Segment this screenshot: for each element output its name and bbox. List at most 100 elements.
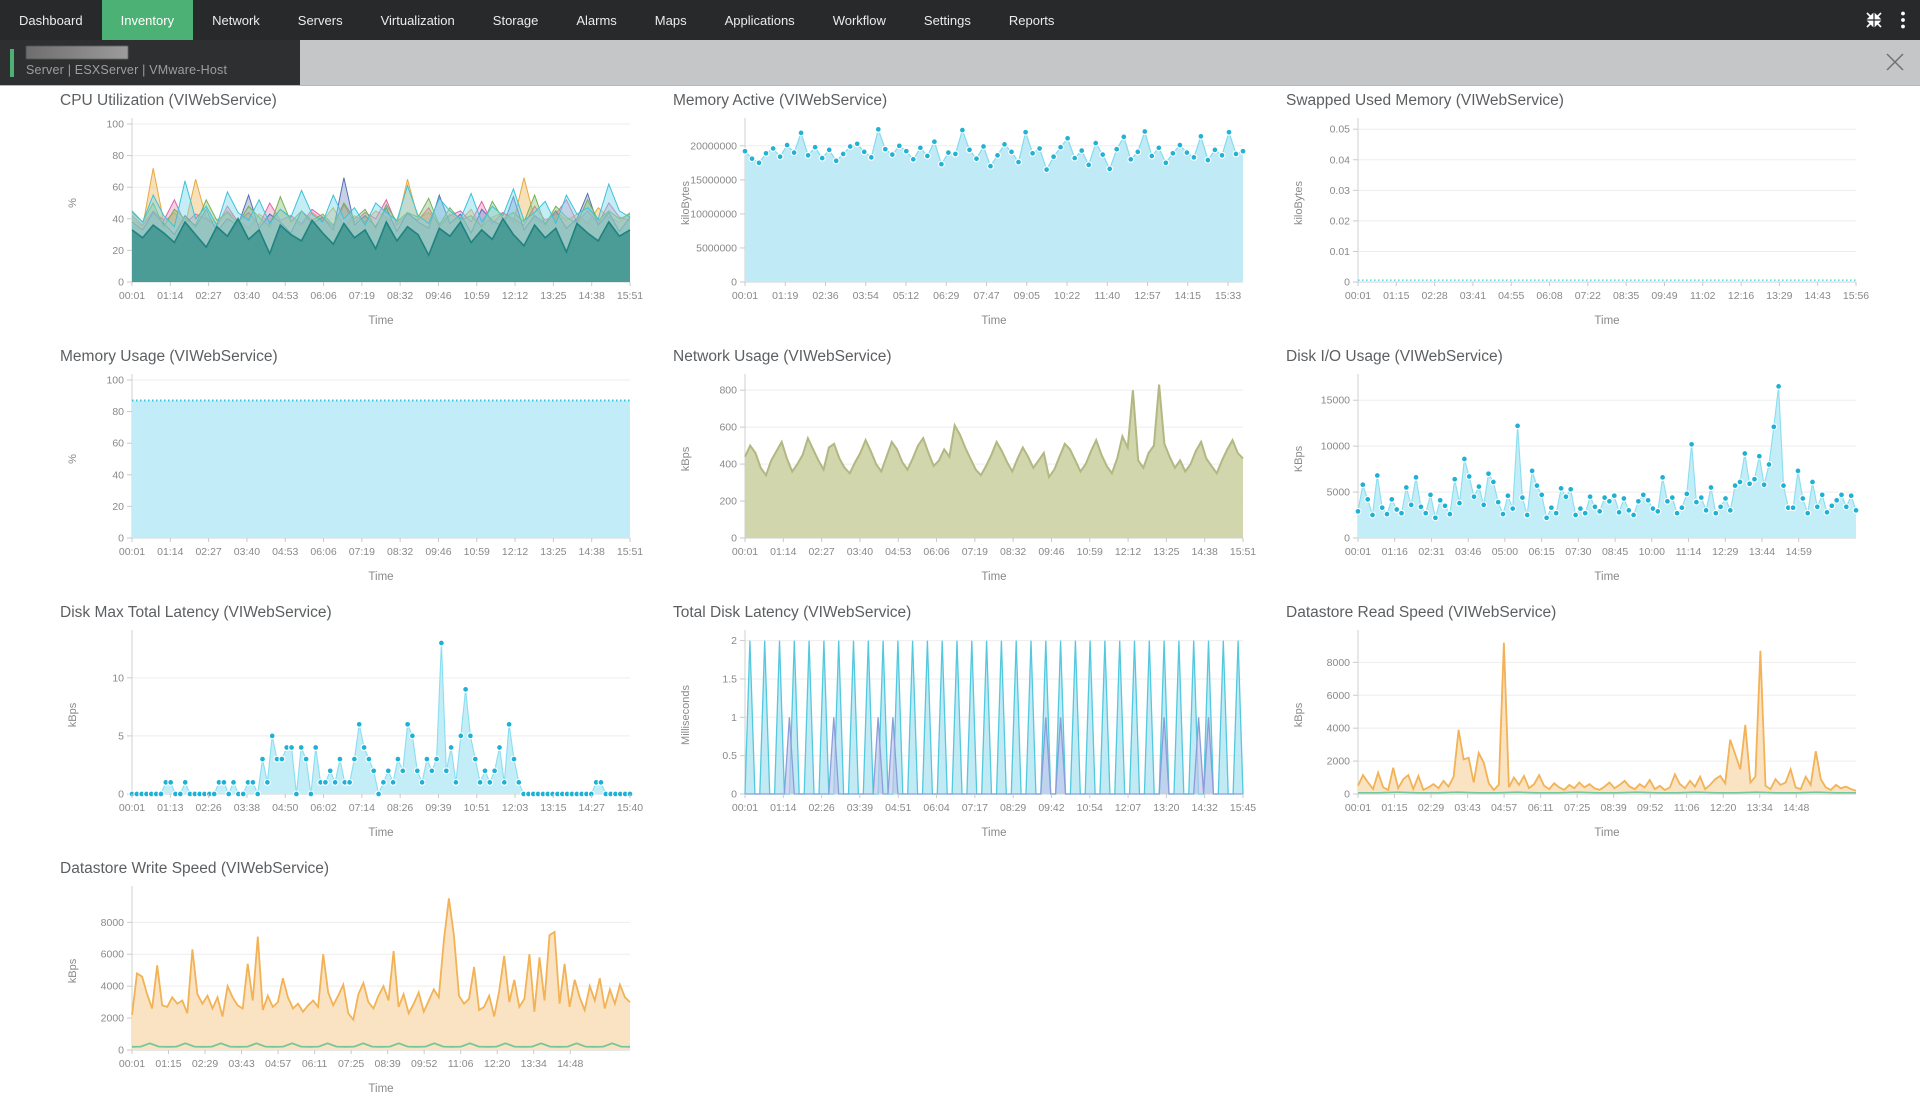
nav-tab-applications[interactable]: Applications xyxy=(724,12,795,28)
svg-text:12:29: 12:29 xyxy=(1712,546,1738,558)
svg-text:02:27: 02:27 xyxy=(195,290,221,302)
svg-text:05:00: 05:00 xyxy=(1492,546,1518,558)
chart-title: Memory Active (VIWebService) xyxy=(673,92,888,109)
svg-text:0: 0 xyxy=(118,1045,124,1057)
svg-text:10000000: 10000000 xyxy=(690,208,737,220)
svg-text:15:40: 15:40 xyxy=(617,802,643,814)
svg-text:04:53: 04:53 xyxy=(272,546,298,558)
chart-canvas-network-usage-viwebservice[interactable]: 0 200 400 600 800 00:01 01:14 02:27 03:40 04:53 06… xyxy=(673,368,1263,600)
chart-canvas-disk-i-o-usage-viwebservice[interactable]: 0 5000 10000 15000 00:01 01:16 02:31 03:46 05:00… xyxy=(1286,368,1876,600)
chart-canvas-datastore-write-speed-viwebservice[interactable]: 0 2000 4000 6000 8000 00:01 01:15 02:29 03:43 04:… xyxy=(60,880,650,1112)
svg-text:kBps: kBps xyxy=(67,958,79,983)
svg-text:14:48: 14:48 xyxy=(557,1058,583,1070)
svg-text:06:06: 06:06 xyxy=(923,546,949,558)
svg-text:0: 0 xyxy=(1344,533,1350,545)
svg-text:10: 10 xyxy=(112,672,124,684)
nav-tab-network[interactable]: Network xyxy=(212,12,260,28)
svg-text:07:25: 07:25 xyxy=(1564,802,1590,814)
kebab-menu-icon[interactable] xyxy=(1900,10,1906,30)
svg-text:14:38: 14:38 xyxy=(579,546,605,558)
device-name-redacted xyxy=(26,46,128,59)
svg-text:0: 0 xyxy=(118,533,124,545)
svg-text:08:32: 08:32 xyxy=(387,546,413,558)
svg-text:06:08: 06:08 xyxy=(1536,290,1562,302)
svg-text:Time: Time xyxy=(981,571,1006,583)
svg-text:0: 0 xyxy=(731,789,737,801)
svg-text:%: % xyxy=(67,198,79,208)
chart-canvas-disk-max-total-latency-viwebservice[interactable]: 0 5 10 00:01 01:13 02:26 03:38 04:50 06:02 07:14 0… xyxy=(60,624,650,856)
svg-text:07:19: 07:19 xyxy=(349,546,375,558)
svg-text:06:04: 06:04 xyxy=(923,802,949,814)
svg-text:07:19: 07:19 xyxy=(962,546,988,558)
x-close-icon[interactable] xyxy=(1883,50,1907,74)
svg-text:8000: 8000 xyxy=(101,917,125,929)
svg-text:2000: 2000 xyxy=(1327,756,1351,768)
svg-text:14:27: 14:27 xyxy=(579,802,605,814)
svg-text:20000000: 20000000 xyxy=(690,140,737,152)
chart-canvas-datastore-read-speed-viwebservice[interactable]: 0 2000 4000 6000 8000 00:01 01:15 02:29 03:43 04:… xyxy=(1286,624,1876,856)
nav-tab-servers[interactable]: Servers xyxy=(297,12,343,28)
chart-canvas-memory-usage-viwebservice[interactable]: 0 20 40 60 80 100 00:01 01:14 02:27 03:40 04:53 06:… xyxy=(60,368,650,600)
nav-tab-alarms[interactable]: Alarms xyxy=(576,12,617,28)
nav-tab-reports[interactable]: Reports xyxy=(1008,12,1055,28)
svg-text:04:55: 04:55 xyxy=(1498,290,1524,302)
svg-text:06:02: 06:02 xyxy=(310,802,336,814)
svg-text:13:25: 13:25 xyxy=(540,290,566,302)
svg-text:06:29: 06:29 xyxy=(933,290,959,302)
svg-text:02:26: 02:26 xyxy=(808,802,834,814)
svg-text:02:26: 02:26 xyxy=(195,802,221,814)
svg-text:11:06: 11:06 xyxy=(1674,802,1700,814)
compress-arrows-icon[interactable] xyxy=(1864,10,1884,30)
nav-tab-dashboard[interactable]: Dashboard xyxy=(19,12,83,28)
svg-text:04:57: 04:57 xyxy=(1491,802,1517,814)
svg-text:11:02: 11:02 xyxy=(1690,290,1716,302)
svg-text:09:05: 09:05 xyxy=(1014,290,1040,302)
svg-text:04:50: 04:50 xyxy=(272,802,298,814)
svg-text:10:00: 10:00 xyxy=(1639,546,1665,558)
svg-text:0: 0 xyxy=(731,277,737,289)
svg-text:09:46: 09:46 xyxy=(425,546,451,558)
svg-text:kiloBytes: kiloBytes xyxy=(1293,180,1305,225)
svg-text:07:22: 07:22 xyxy=(1575,290,1601,302)
svg-text:03:43: 03:43 xyxy=(228,1058,254,1070)
svg-text:03:38: 03:38 xyxy=(234,802,260,814)
nav-tab-storage[interactable]: Storage xyxy=(492,12,539,28)
svg-text:14:15: 14:15 xyxy=(1175,290,1201,302)
svg-text:01:14: 01:14 xyxy=(157,290,183,302)
svg-text:02:28: 02:28 xyxy=(1421,290,1447,302)
svg-text:0.05: 0.05 xyxy=(1330,124,1351,136)
svg-text:800: 800 xyxy=(719,385,737,397)
svg-text:60: 60 xyxy=(112,438,124,450)
chart-canvas-cpu-utilization-viwebservice[interactable]: 0 20 40 60 80 100 00:01 01:14 02:27 03:40 04:53 06:… xyxy=(60,112,650,344)
svg-text:8000: 8000 xyxy=(1327,657,1351,669)
svg-text:100: 100 xyxy=(106,375,124,387)
chart-canvas-total-disk-latency-viwebservice[interactable]: 0 0.5 1 1.5 2 00:01 01:14 02:26 03:39 04:51 06:04 0… xyxy=(673,624,1263,856)
nav-tab-settings[interactable]: Settings xyxy=(923,12,971,28)
chart-canvas-swapped-used-memory-viwebservice[interactable]: 0 0.01 0.02 0.03 0.04 0.05 00:01 01:15 02:28 03:4… xyxy=(1286,112,1876,344)
svg-text:15:51: 15:51 xyxy=(617,290,643,302)
green-accent-bar xyxy=(10,49,14,77)
svg-text:12:07: 12:07 xyxy=(1115,802,1141,814)
nav-tab-virtualization[interactable]: Virtualization xyxy=(380,12,455,28)
chart-canvas-memory-active-viwebservice[interactable]: 0 5000000 10000000 15000000 20000000 00:01 01:… xyxy=(673,112,1263,344)
svg-text:kiloBytes: kiloBytes xyxy=(680,180,692,225)
svg-text:10:59: 10:59 xyxy=(464,546,490,558)
svg-text:Time: Time xyxy=(1594,827,1619,839)
svg-text:kBps: kBps xyxy=(1293,702,1305,727)
nav-tab-workflow[interactable]: Workflow xyxy=(832,12,886,28)
svg-text:11:40: 11:40 xyxy=(1095,290,1121,302)
chart-panel-memory-usage-viwebservice: Memory Usage (VIWebService) 0 20 40 60 80 100 0… xyxy=(60,346,673,600)
svg-text:10:22: 10:22 xyxy=(1054,290,1080,302)
svg-text:00:01: 00:01 xyxy=(119,802,145,814)
nav-tab-inventory[interactable]: Inventory xyxy=(101,0,194,40)
svg-text:kBps: kBps xyxy=(680,446,692,471)
svg-text:12:16: 12:16 xyxy=(1728,290,1754,302)
svg-text:15:45: 15:45 xyxy=(1230,802,1256,814)
svg-text:14:59: 14:59 xyxy=(1786,546,1812,558)
svg-text:09:52: 09:52 xyxy=(411,1058,437,1070)
chart-panel-disk-max-total-latency-viwebservice: Disk Max Total Latency (VIWebService) 0 5 1… xyxy=(60,602,673,856)
svg-text:Time: Time xyxy=(368,571,393,583)
svg-text:09:52: 09:52 xyxy=(1637,802,1663,814)
svg-text:13:34: 13:34 xyxy=(1747,802,1773,814)
nav-tab-maps[interactable]: Maps xyxy=(654,12,687,28)
